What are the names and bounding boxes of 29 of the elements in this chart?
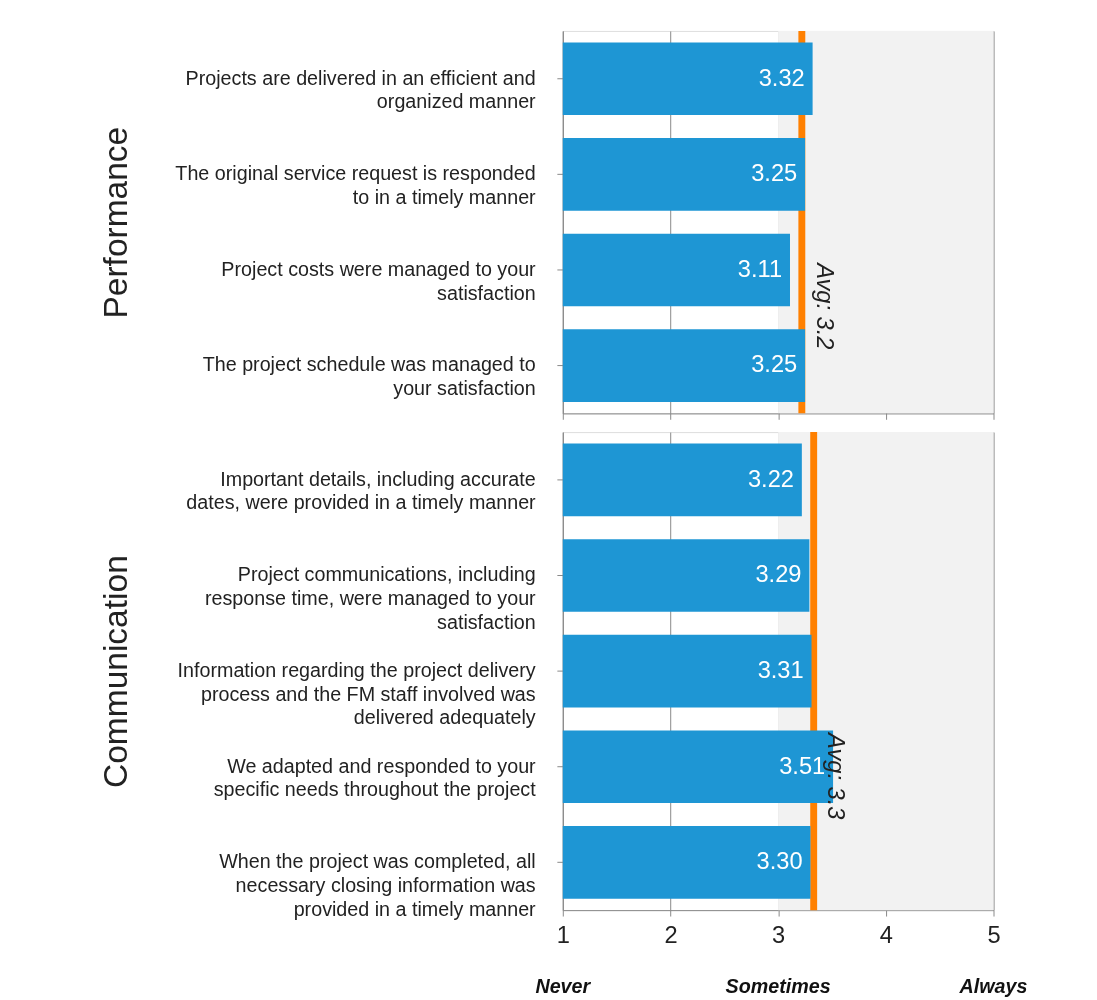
y-tick-label: Project communications, including response time, were managed to your satisfaction bbox=[204, 563, 537, 633]
text: Never bbox=[535, 974, 592, 997]
text: Sometimes bbox=[725, 974, 831, 997]
x-tick-label: 1 bbox=[556, 922, 570, 949]
data-label: 3.25 bbox=[751, 351, 798, 378]
text: Always bbox=[958, 974, 1028, 997]
data-label: 3.31 bbox=[757, 657, 804, 684]
y-tick-label: We adapted and responded to your specific needs throughout the project bbox=[213, 754, 537, 801]
x-tick-label: 3 bbox=[772, 922, 786, 949]
x-tick-label: 5 bbox=[987, 922, 1001, 949]
data-label: 3.30 bbox=[756, 848, 803, 875]
ref-line-label: Avg: 3.2 bbox=[811, 261, 838, 350]
y-tick-label: When the project was completed, all necessary closing information was provided in a timely manner bbox=[219, 850, 537, 920]
y-tick-label: The original service request is responded to in a timely manner bbox=[175, 162, 537, 208]
x-tick-label: 4 bbox=[879, 922, 893, 949]
y-tick-label: Important details, including accurate dates, were provided in a timely manner bbox=[186, 467, 537, 514]
data-label: 3.22 bbox=[747, 465, 794, 492]
y-tick-label: Information regarding the project delivery process and the FM staff involved was delivered adequately bbox=[177, 659, 536, 729]
data-label: 3.32 bbox=[758, 64, 805, 91]
ref-line-label: Avg: 3.3 bbox=[823, 731, 850, 820]
data-label: 3.25 bbox=[751, 160, 798, 187]
y-tick-label: Project costs were managed to your satisfaction bbox=[221, 257, 537, 304]
data-label: 3.29 bbox=[755, 561, 802, 588]
y-axis-title: Communication bbox=[96, 555, 134, 788]
y-tick-label: The project schedule was managed to your satisfaction bbox=[202, 353, 536, 400]
y-tick-label: Projects are delivered in an efficient and organized manner bbox=[185, 66, 537, 113]
y-axis-title: Performance bbox=[96, 126, 134, 319]
x-tick-label: 2 bbox=[664, 922, 678, 949]
data-label: 3.11 bbox=[737, 255, 783, 282]
